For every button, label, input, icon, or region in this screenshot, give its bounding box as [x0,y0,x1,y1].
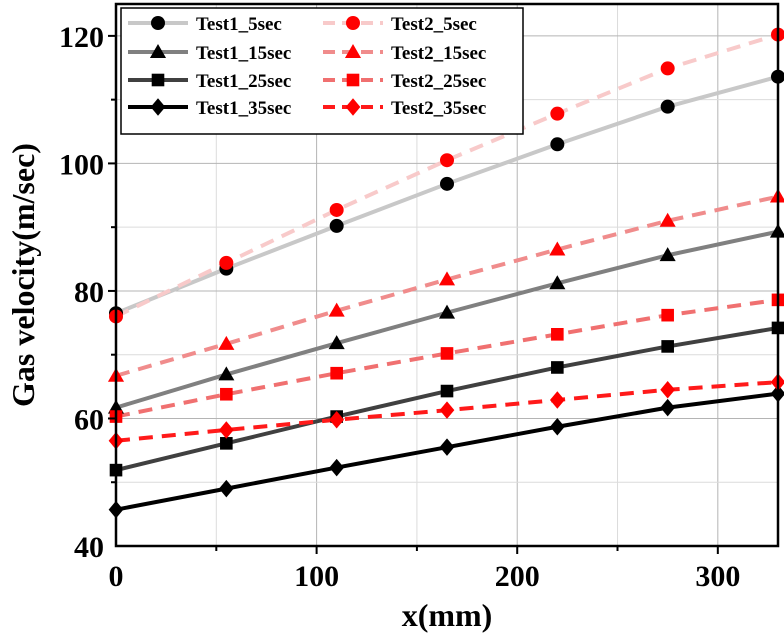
legend-label-Test2_25sec: Test2_25sec [391,71,486,92]
data-point-Test1_25sec [661,340,674,353]
data-point-Test2_15sec [438,271,456,286]
legend-label-Test1_35sec: Test1_35sec [196,98,291,119]
data-point-Test1_35sec [329,458,345,477]
data-point-Test2_5sec [550,106,565,121]
data-point-Test1_35sec [218,479,234,498]
data-point-Test2_5sec [219,255,234,270]
data-point-Test1_15sec [438,304,456,319]
data-point-Test2_25sec [330,366,343,380]
data-point-Test1_5sec [660,99,675,114]
legend-label-Test2_15sec: Test2_15sec [391,43,486,64]
data-point-Test2_35sec [218,421,234,439]
legend-label-Test2_5sec: Test2_5sec [391,14,477,35]
legend-marker-Test2_15sec [344,43,362,58]
x-tick-label: 300 [695,560,740,593]
legend-marker-Test1_15sec [149,43,167,58]
data-point-Test2_35sec [549,391,565,409]
x-tick-label: 100 [294,560,339,593]
data-point-Test1_5sec [329,218,344,233]
legend-label-Test1_15sec: Test1_15sec [196,43,291,64]
data-point-Test1_35sec [660,398,676,417]
data-point-Test2_15sec [549,241,566,256]
data-point-Test1_15sec [328,335,345,350]
legend-label-Test2_35sec: Test2_35sec [391,98,486,119]
legend-marker-Test1_25sec [151,73,165,87]
data-point-Test1_25sec [220,437,233,450]
x-tick-label: 0 [109,560,124,593]
data-point-Test2_5sec [329,202,344,217]
legend-box [120,7,524,135]
x-axis-title: x(mm) [402,597,493,633]
data-point-Test1_35sec [549,418,565,436]
legend-marker-Test2_35sec [345,98,361,116]
data-point-Test2_25sec [551,328,564,341]
data-point-Test2_35sec [329,410,345,429]
data-point-Test2_35sec [439,401,455,419]
legend-marker-Test1_5sec [151,16,165,30]
data-point-Test2_15sec [659,212,676,227]
y-tick-label: 80 [74,276,104,309]
data-point-Test2_25sec [440,347,454,360]
data-point-Test1_35sec [439,438,455,456]
data-point-Test1_5sec [440,176,454,191]
legend-label-Test1_5sec: Test1_5sec [196,14,282,35]
y-axis-title: Gas velocity(m/sec) [5,143,41,407]
data-point-Test1_5sec [550,137,565,152]
data-point-Test1_15sec [218,366,235,381]
data-point-Test2_5sec [440,153,454,168]
data-point-Test2_25sec [661,308,674,322]
data-point-Test2_25sec [220,387,233,401]
plot-frame [114,2,780,548]
axes: 0 100 200 300 40 60 80 100 120 [59,21,740,593]
data-point-Test1_25sec [440,384,454,398]
data-point-Test2_15sec [328,302,345,317]
legend: Test1_5sec Test2_5sec Test1_15sec Test2_15s… [120,7,524,135]
data-point-Test2_15sec [218,335,235,350]
y-tick-label: 100 [59,148,104,181]
legend-marker-Test2_25sec [346,73,360,87]
data-point-Test1_25sec [551,361,564,374]
y-tick-label: 40 [74,531,104,564]
data-point-Test1_15sec [549,275,566,290]
data-point-Test2_35sec [660,381,676,399]
legend-marker-Test2_5sec [346,16,360,30]
y-tick-label: 60 [74,403,104,436]
legend-marker-Test1_35sec [150,98,166,116]
legend-label-Test1_25sec: Test1_25sec [196,71,291,92]
data-point-Test2_5sec [660,61,675,76]
series-line-Test1_15sec [115,229,779,410]
x-tick-label: 200 [495,560,540,593]
y-tick-label: 120 [59,21,104,54]
data-point-Test1_15sec [659,247,676,262]
